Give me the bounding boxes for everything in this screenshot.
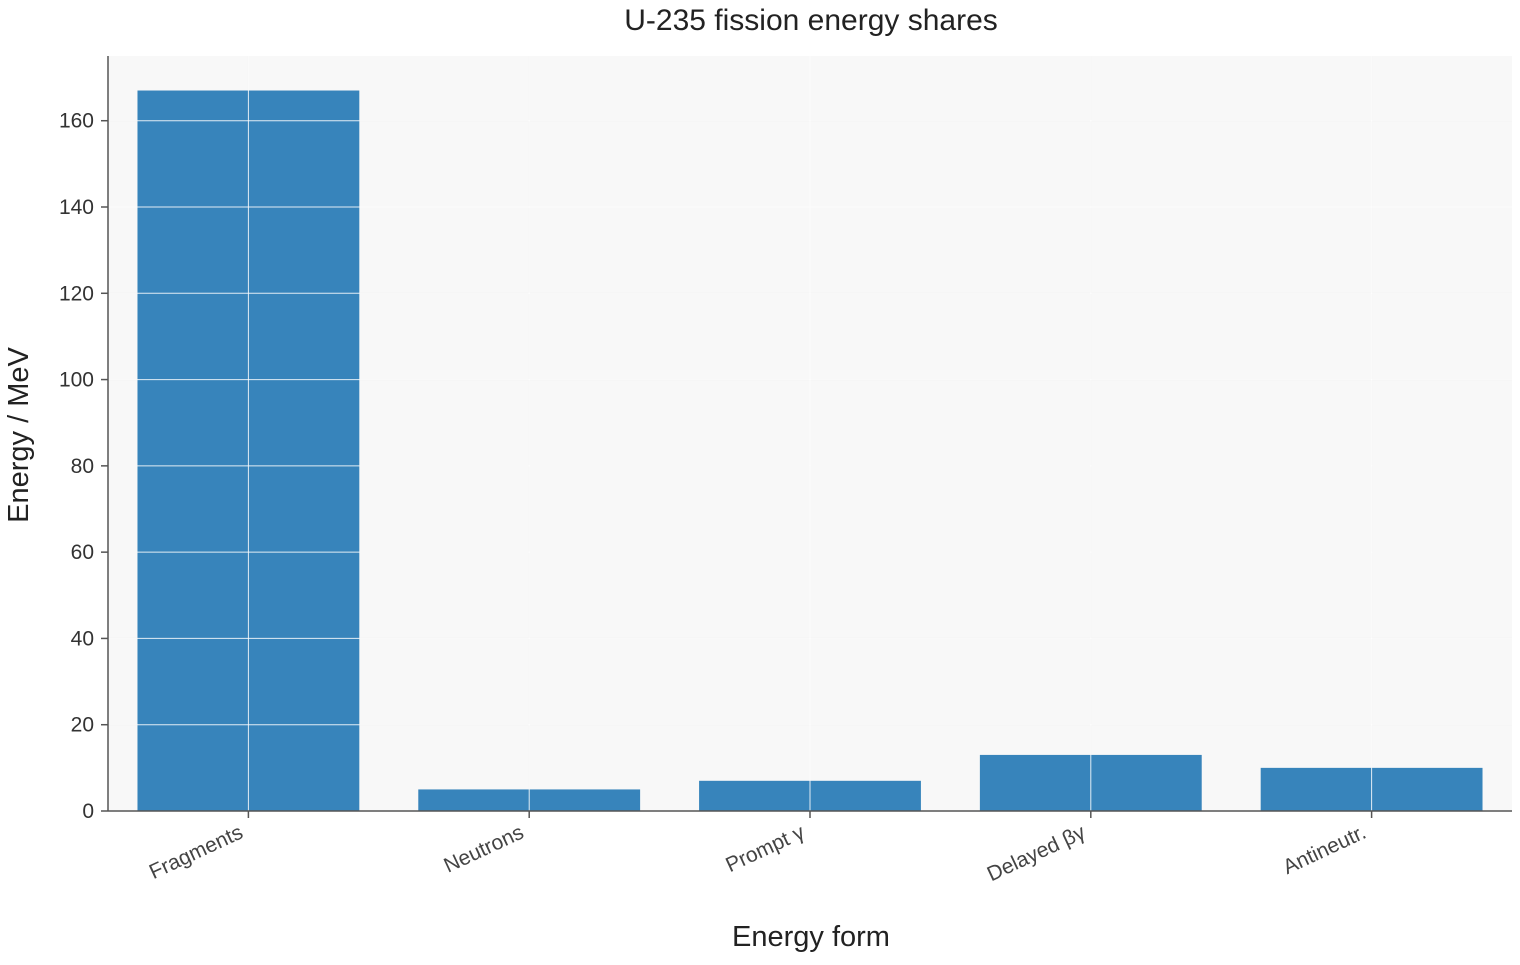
x-tick-label: Prompt γ: [722, 820, 808, 877]
x-tick-label: Fragments: [146, 821, 247, 884]
y-axis-label: Energy / MeV: [3, 347, 35, 523]
y-tick-label: 40: [71, 627, 94, 650]
y-tick-label: 80: [71, 455, 94, 478]
y-ticks: 0 20 40 60 80 100 120 140 160: [59, 110, 108, 823]
chart-title: U-235 fission energy shares: [624, 4, 998, 37]
y-tick-label: 120: [59, 282, 94, 305]
y-tick-label: 60: [71, 541, 94, 564]
y-tick-label: 160: [59, 110, 94, 133]
y-tick-label: 20: [71, 714, 94, 737]
y-tick-label: 140: [59, 196, 94, 219]
x-tick-label: Neutrons: [440, 821, 527, 878]
x-tick-label: Antineutr.: [1280, 821, 1370, 879]
y-tick-label: 100: [59, 369, 94, 392]
grid-overlay: [108, 56, 1512, 811]
x-ticks: Fragments Neutrons Prompt γ Delayed βγ Antin…: [146, 811, 1373, 886]
x-tick-label: Delayed βγ: [984, 820, 1090, 886]
y-tick-label: 0: [82, 800, 94, 823]
x-axis-label: Energy form: [732, 921, 890, 953]
